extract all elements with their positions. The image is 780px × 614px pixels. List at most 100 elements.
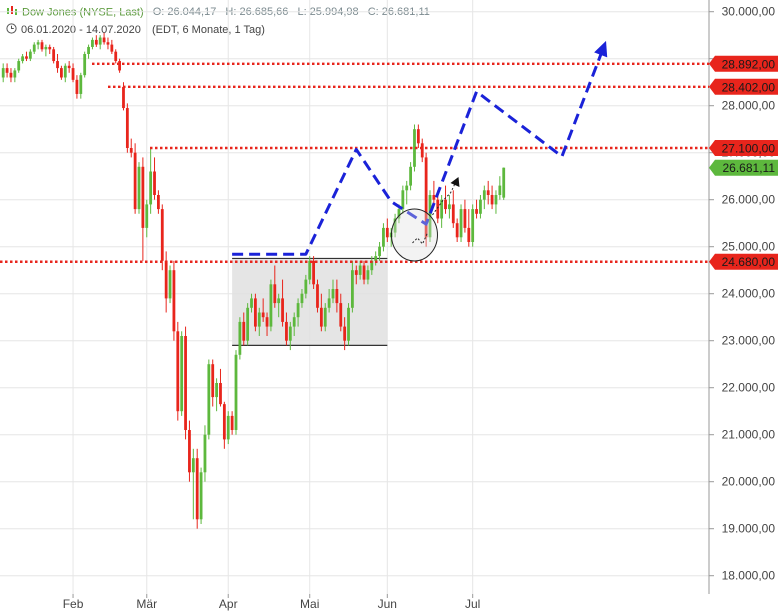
candle-body (366, 270, 370, 280)
candle-body (498, 185, 502, 195)
candle-body (9, 72, 13, 78)
candle-body (265, 317, 269, 327)
candle-body (238, 321, 242, 355)
candle-body (319, 307, 323, 327)
candle-body (172, 270, 176, 332)
candle-body (463, 209, 467, 228)
candle-body (374, 256, 378, 261)
chart-info: (EDT, 6 Monate, 1 Tag) (151, 23, 265, 36)
candle-body (351, 270, 354, 308)
y-tick-label: 21.000,00 (722, 428, 776, 442)
candle-body (94, 39, 98, 45)
level-label-bg (709, 55, 778, 72)
candle-body (285, 321, 288, 341)
candle-body (416, 129, 420, 144)
candle-body (339, 303, 343, 327)
y-tick-label: 30.000,00 (722, 5, 776, 19)
candle-body (257, 312, 261, 327)
date-range: 06.01.2020 - 14.07.2020 (21, 23, 141, 36)
candle-body (60, 68, 63, 78)
y-tick-label: 22.000,00 (722, 381, 776, 395)
candle-body (471, 209, 475, 242)
chart-header-line-1: Dow Jones (NYSE, Last) O: 26.044,17 H: 2… (6, 6, 430, 19)
candle-body (432, 195, 436, 200)
candle-body (292, 317, 296, 327)
chart-header-line-2: 06.01.2020 - 14.07.2020 (EDT, 6 Monate, … (6, 23, 265, 37)
candle-body (281, 298, 284, 322)
candle-body (261, 312, 265, 318)
candle-body (199, 472, 203, 520)
x-tick-label: Mär (136, 597, 157, 611)
candle-body (191, 458, 195, 473)
candle-body (393, 218, 397, 233)
candle-body (405, 185, 409, 191)
candle-body (118, 61, 121, 71)
candle-body (145, 204, 149, 228)
candle-body (203, 434, 207, 473)
candle-body (83, 54, 87, 76)
candle-body (125, 108, 129, 148)
candle-body (75, 79, 79, 94)
inner-dashed-path (412, 232, 428, 245)
current-price-bg (709, 159, 778, 176)
candle-body (222, 404, 226, 440)
candle-body (354, 270, 358, 275)
chart-title: Dow Jones (NYSE, Last) (22, 6, 144, 19)
candle-body (296, 303, 300, 318)
circle-marker (390, 208, 438, 262)
candle-body (413, 129, 416, 167)
candle-body (164, 260, 168, 299)
scenario-arrowhead (594, 40, 608, 58)
x-tick-label: Jul (465, 597, 480, 611)
candle-body (17, 61, 21, 71)
level-label-bg (709, 78, 778, 95)
candle-body (378, 246, 381, 257)
candle-body (467, 227, 471, 242)
candle-body (440, 199, 444, 219)
candle-body (347, 307, 350, 341)
candle-body (21, 56, 24, 62)
candle-body (98, 37, 102, 45)
candle-body (397, 209, 401, 219)
candle-body (382, 227, 385, 247)
candle-body (114, 51, 118, 62)
candle-body (122, 86, 125, 109)
candle-body (482, 190, 486, 200)
clock-icon (6, 23, 17, 37)
y-tick-label: 28.000,00 (722, 99, 776, 113)
candle-body (475, 209, 478, 214)
x-tick-label: Apr (219, 597, 238, 611)
candle-body (56, 61, 59, 69)
candle-body (230, 415, 234, 430)
candle-body (362, 265, 366, 280)
candle-body (215, 383, 218, 398)
level-label: 24.680,00 (722, 255, 776, 269)
candle-body (207, 364, 211, 435)
candle-body (401, 190, 405, 210)
scenario-path (232, 44, 607, 256)
x-tick-label: Mai (300, 597, 319, 611)
candle-body (180, 336, 184, 412)
candle-body (67, 65, 71, 69)
candle-body (436, 199, 440, 219)
candle-body (106, 42, 110, 45)
candle-body (327, 298, 331, 308)
level-label: 28.402,00 (722, 80, 776, 94)
level-label-bg (709, 253, 778, 270)
candle-body (133, 152, 137, 210)
candle-body (141, 166, 145, 228)
candle-body (1, 68, 5, 78)
y-tick-label: 19.000,00 (722, 522, 776, 536)
candle-body (28, 51, 32, 59)
candle-body (48, 46, 52, 50)
candle-body (455, 223, 459, 238)
candle-body (40, 42, 44, 50)
candle-body (91, 39, 94, 47)
candle-body (195, 458, 199, 520)
candle-body (102, 37, 106, 43)
y-tick-label: 26.000,00 (722, 193, 776, 207)
y-tick-label: 25.000,00 (722, 240, 776, 254)
open-value: O: 26.044,17 (152, 6, 217, 19)
candle-body (157, 195, 160, 210)
